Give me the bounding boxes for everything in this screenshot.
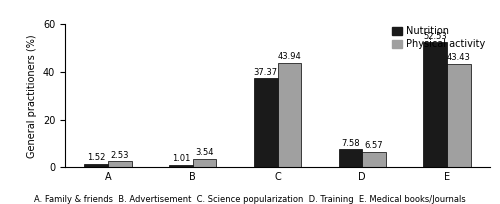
Text: 37.37: 37.37 xyxy=(254,68,278,77)
Bar xyxy=(362,152,386,167)
Bar xyxy=(278,63,301,167)
Text: 43.43: 43.43 xyxy=(447,53,471,62)
Bar xyxy=(84,164,108,167)
Text: 52.53: 52.53 xyxy=(423,32,447,41)
Text: 7.58: 7.58 xyxy=(341,139,359,148)
Bar xyxy=(193,159,216,167)
Text: 1.01: 1.01 xyxy=(172,154,190,163)
Text: 6.57: 6.57 xyxy=(365,141,384,150)
Bar xyxy=(169,165,193,167)
Bar xyxy=(254,78,278,167)
Text: 3.54: 3.54 xyxy=(196,149,214,157)
Y-axis label: General practitioners (%): General practitioners (%) xyxy=(28,34,38,158)
Bar xyxy=(447,64,470,167)
Legend: Nutrition, Physical activity: Nutrition, Physical activity xyxy=(392,27,485,49)
Bar xyxy=(108,161,132,167)
Text: A. Family & friends  B. Advertisement  C. Science popularization  D. Training  E: A. Family & friends B. Advertisement C. … xyxy=(34,195,466,204)
Bar xyxy=(423,42,447,167)
Text: 1.52: 1.52 xyxy=(87,153,106,162)
Bar xyxy=(338,149,362,167)
Text: 43.94: 43.94 xyxy=(278,52,301,61)
Text: 2.53: 2.53 xyxy=(110,151,129,160)
